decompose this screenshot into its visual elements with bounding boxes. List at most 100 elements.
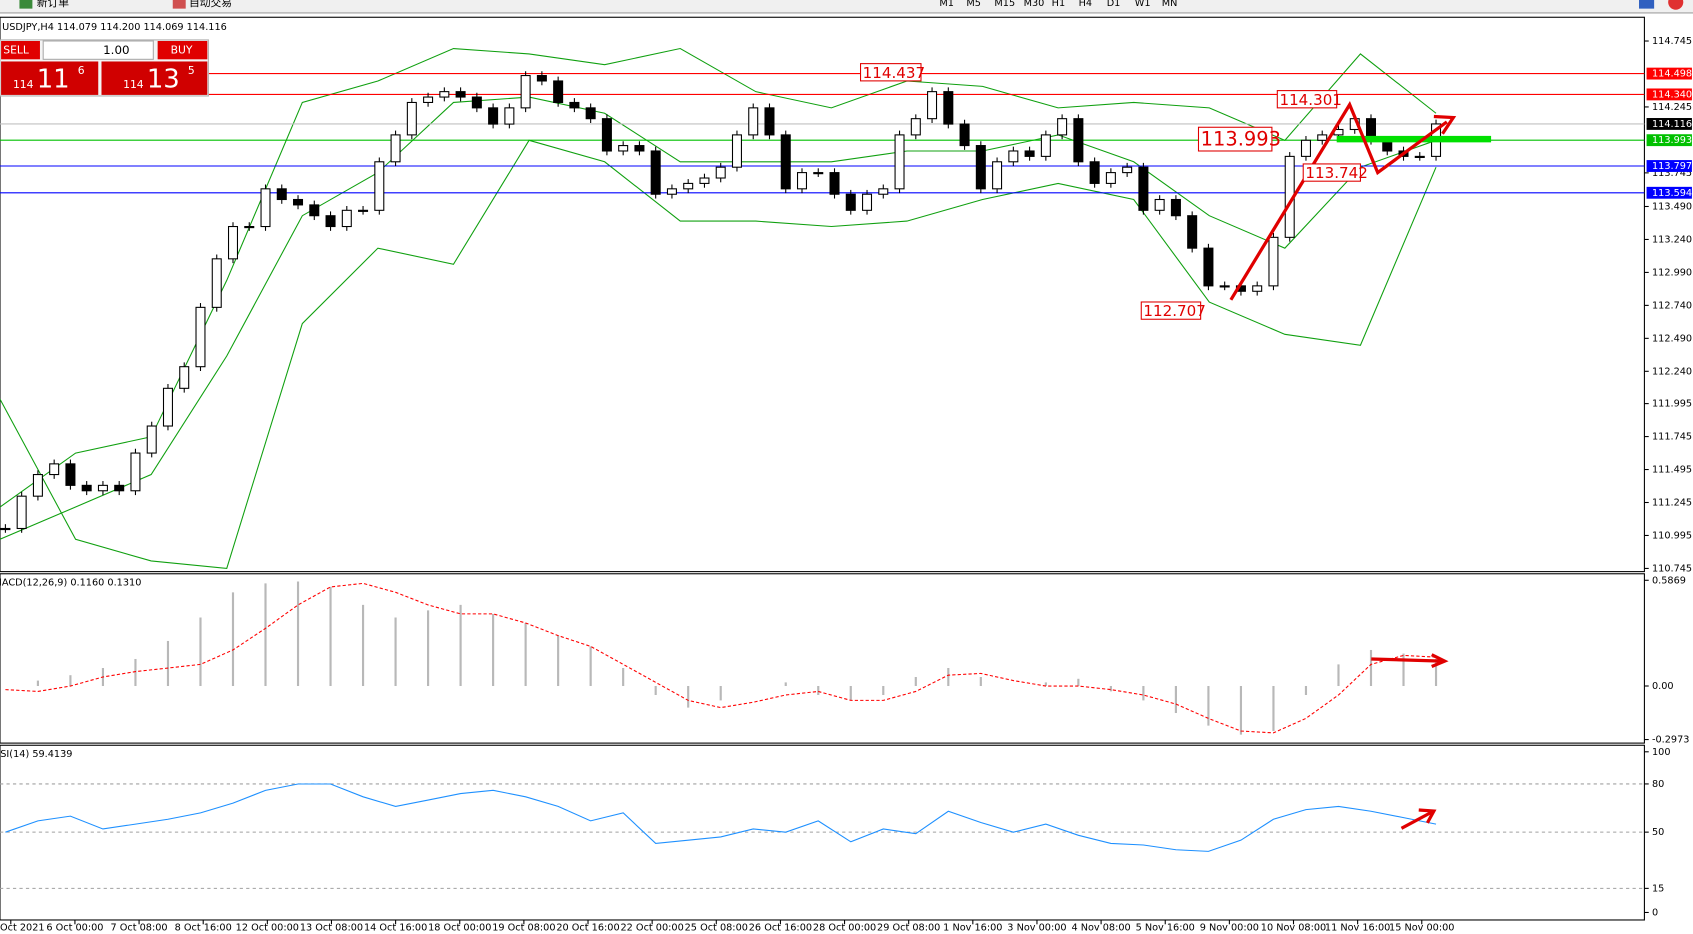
candle-body xyxy=(32,474,43,497)
x-tick-label: Oct 2021 xyxy=(0,923,45,934)
candle-body xyxy=(683,182,694,190)
candle-body xyxy=(325,215,336,228)
y-tick-label: 114.745 xyxy=(1652,36,1692,47)
level-tag xyxy=(1646,118,1692,130)
y-tick-label: 111.245 xyxy=(1652,498,1692,509)
timeframe-button[interactable]: H1 xyxy=(1052,0,1065,9)
y-tick-label: 111.995 xyxy=(1652,399,1692,410)
x-tick-label: 22 Oct 00:00 xyxy=(621,923,684,934)
timeframe-button[interactable]: W1 xyxy=(1135,0,1151,9)
ask-box[interactable] xyxy=(101,61,208,95)
timeframe-button[interactable]: M5 xyxy=(966,0,981,9)
sell-label[interactable]: SELL xyxy=(3,44,29,57)
candle-body xyxy=(504,107,515,125)
sell-button[interactable] xyxy=(1,40,40,60)
macd-frame xyxy=(0,573,1645,744)
bid-big[interactable]: 114 xyxy=(13,78,34,91)
candle-body xyxy=(862,193,873,211)
candle-body xyxy=(878,188,889,195)
candle-body xyxy=(943,91,954,125)
alert-icon[interactable] xyxy=(1668,0,1684,10)
candle-body xyxy=(374,161,385,211)
candle-body xyxy=(455,91,466,98)
lot-value[interactable]: 1.00 xyxy=(103,43,129,57)
main-frame xyxy=(0,16,1645,573)
level-label: 114.116 xyxy=(1652,119,1692,130)
rsi-label: RSI(14) 59.4139 xyxy=(0,749,72,760)
candle-body xyxy=(975,145,986,190)
candle-body xyxy=(1154,198,1165,211)
ask-pips[interactable]: 13 xyxy=(147,64,180,94)
y-tick-label: -0.2973 xyxy=(1652,735,1689,746)
ask-big[interactable]: 114 xyxy=(123,78,144,91)
candle-body xyxy=(211,258,222,308)
candle-body xyxy=(227,225,239,260)
y-tick-label: 113.490 xyxy=(1652,201,1692,212)
level-label: 114.340 xyxy=(1652,89,1692,100)
timeframe-button[interactable]: M1 xyxy=(939,0,954,9)
y-tick-label: 113.240 xyxy=(1652,234,1692,245)
bid-box[interactable] xyxy=(1,61,99,95)
candle-body xyxy=(390,134,401,163)
x-tick-label: 7 Oct 08:00 xyxy=(111,923,168,934)
candle-body xyxy=(1073,118,1084,163)
candle-body xyxy=(16,495,27,530)
candle-body xyxy=(894,134,905,190)
x-tick-label: 12 Oct 00:00 xyxy=(236,923,299,934)
timeframe-button[interactable]: H4 xyxy=(1079,0,1092,9)
y-tick-label: 113.745 xyxy=(1652,168,1692,179)
candle-body xyxy=(618,145,629,152)
new-order-icon[interactable] xyxy=(19,0,33,9)
y-tick-label: 111.745 xyxy=(1652,432,1692,443)
macd-label: MACD(12,26,9) 0.1160 0.1310 xyxy=(0,577,141,588)
auto-trading-icon[interactable] xyxy=(172,0,186,9)
candle-body xyxy=(992,161,1003,190)
price-note-box xyxy=(1302,163,1361,182)
x-tick-label: 8 Oct 16:00 xyxy=(175,923,232,934)
candle-body xyxy=(601,118,612,152)
x-tick-label: 9 Nov 00:00 xyxy=(1200,923,1259,934)
x-tick-label: 1 Nov 16:00 xyxy=(943,923,1002,934)
timeframe-button[interactable]: M30 xyxy=(1024,0,1045,9)
x-tick-label: 3 Nov 00:00 xyxy=(1007,923,1066,934)
auto-trading[interactable]: 自动交易 xyxy=(189,0,232,9)
candle-body xyxy=(1008,150,1019,163)
y-tick-label: 0.00 xyxy=(1652,681,1674,692)
y-tick-label: 110.995 xyxy=(1652,530,1692,541)
rsi-line xyxy=(5,783,1437,852)
candle-body xyxy=(341,209,352,228)
new-order[interactable]: 新订单 xyxy=(37,0,70,9)
bid-pips[interactable]: 11 xyxy=(37,64,70,94)
timeframe-button[interactable]: M15 xyxy=(994,0,1015,9)
candle-body xyxy=(1105,172,1116,184)
candle-body xyxy=(146,425,157,454)
level-tag xyxy=(1646,186,1692,199)
price-note: 112.707 xyxy=(1143,302,1205,320)
candle-body xyxy=(130,452,141,492)
candle-body xyxy=(731,134,742,168)
level-label: 114.498 xyxy=(1652,69,1692,80)
buy-button[interactable] xyxy=(157,40,208,60)
timeframe-button[interactable]: D1 xyxy=(1107,0,1121,9)
lot-input[interactable] xyxy=(42,40,154,60)
candle-body xyxy=(1252,285,1263,292)
candle-body xyxy=(634,145,645,152)
x-tick-label: 10 Nov 08:00 xyxy=(1261,923,1326,934)
candle-body xyxy=(910,118,921,136)
ask-fraction[interactable]: 5 xyxy=(188,64,195,77)
x-tick-label: 26 Oct 16:00 xyxy=(749,923,812,934)
bollinger-upper xyxy=(0,47,1437,508)
macd-signal xyxy=(5,582,1437,734)
level-label: 113.594 xyxy=(1652,188,1692,199)
timeframe-button[interactable]: MN xyxy=(1162,0,1178,9)
search-icon[interactable] xyxy=(1639,0,1655,9)
candle-body xyxy=(715,166,726,179)
bid-fraction[interactable]: 6 xyxy=(78,64,85,77)
buy-label[interactable]: BUY xyxy=(171,44,193,57)
main-plot xyxy=(0,47,1645,569)
level-tag xyxy=(1646,160,1692,172)
x-tick-label: 6 Oct 00:00 xyxy=(46,923,103,934)
y-tick-label: 100 xyxy=(1652,747,1671,758)
candle-body xyxy=(195,306,206,368)
